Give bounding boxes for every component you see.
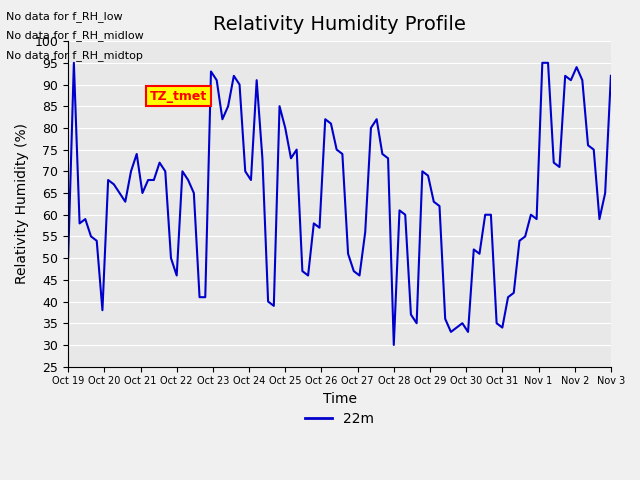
Text: No data for f_RH_low: No data for f_RH_low — [6, 11, 123, 22]
Title: Relativity Humidity Profile: Relativity Humidity Profile — [213, 15, 466, 34]
Text: TZ_tmet: TZ_tmet — [150, 90, 207, 103]
Legend: 22m: 22m — [299, 406, 380, 432]
Text: No data for f_RH_midlow: No data for f_RH_midlow — [6, 30, 144, 41]
Y-axis label: Relativity Humidity (%): Relativity Humidity (%) — [15, 123, 29, 284]
Text: No data for f_RH_midtop: No data for f_RH_midtop — [6, 49, 143, 60]
X-axis label: Time: Time — [323, 392, 356, 406]
